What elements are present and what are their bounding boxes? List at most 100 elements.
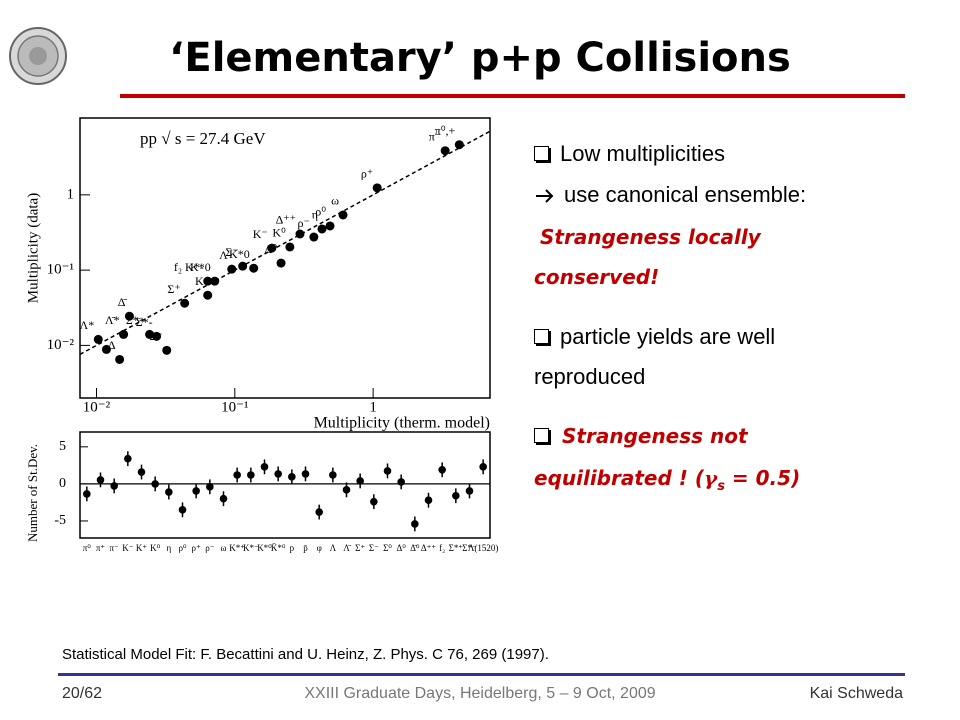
point-label: K*0	[190, 260, 211, 274]
data-point	[383, 467, 392, 475]
y-tick-label: -5	[54, 513, 66, 528]
data-point	[454, 140, 464, 150]
data-point	[178, 506, 187, 514]
data-point	[83, 490, 91, 498]
bullet: Low multiplicities	[560, 141, 726, 166]
page-number: 20/62	[62, 685, 102, 702]
x-tick-label: Δ̄⁰	[410, 543, 420, 553]
annotation: pp √ s = 27.4 GeV	[140, 129, 266, 148]
data-point	[238, 261, 248, 271]
bullet-icon	[534, 428, 549, 443]
data-point	[288, 473, 296, 481]
data-point	[342, 486, 351, 494]
point-label: Λ̄*	[105, 313, 120, 327]
point-label: ρ⁻	[298, 216, 310, 230]
x-tick-label: ρ⁺	[192, 543, 201, 553]
bullet: equilibrated ! (γs = 0.5)	[534, 466, 800, 494]
point-label: K⁻	[253, 227, 268, 241]
text: equilibrated ! (	[534, 466, 704, 490]
x-tick-label: η	[166, 543, 171, 553]
footer-rule	[58, 673, 905, 676]
bullet-icon	[534, 146, 549, 161]
y-axis-label: Number of St.Dev.	[25, 444, 40, 542]
x-tick-label: Σ⁰	[383, 543, 392, 553]
point-label: Λ*	[80, 318, 95, 332]
data-point	[233, 471, 241, 479]
data-point	[329, 471, 337, 479]
x-tick-label: Σ*⁺	[449, 543, 464, 553]
bullet-icon	[534, 329, 549, 344]
data-point	[165, 488, 173, 496]
citation: Statistical Model Fit: F. Becattini and …	[62, 646, 549, 663]
data-point	[115, 354, 125, 364]
point-label: Δ⁰	[265, 242, 278, 256]
data-point	[180, 298, 190, 308]
data-point	[267, 243, 277, 253]
data-point	[338, 210, 348, 220]
data-point	[249, 263, 259, 273]
y-tick-label: 5	[59, 439, 66, 454]
x-tick-label: φ	[317, 543, 322, 553]
plot-frame	[79, 431, 491, 539]
x-tick-label: p	[290, 543, 295, 553]
data-point	[227, 264, 237, 274]
logo	[9, 27, 67, 85]
data-point	[203, 290, 213, 300]
point-label: Σ⁻	[225, 245, 238, 259]
point-label: Δ⁺⁺	[276, 213, 296, 227]
x-tick-label: p̄	[303, 543, 308, 553]
x-tick-label: Λ	[330, 543, 337, 553]
data-point	[219, 494, 228, 503]
data-point	[124, 311, 134, 321]
x-tick-label: π⁻	[110, 543, 120, 553]
bullet: particle yields are well	[560, 324, 776, 349]
point-label: K	[195, 274, 204, 288]
x-tick-label: K⁻	[122, 543, 133, 553]
data-point	[119, 329, 129, 339]
event: XXIII Graduate Days, Heidelberg, 5 – 9 O…	[304, 685, 655, 702]
data-point	[247, 471, 255, 479]
x-tick-label: Σ⁺	[355, 543, 365, 553]
data-point	[210, 276, 220, 286]
bullet: Strangeness locally	[540, 225, 761, 249]
plot-frame	[79, 117, 491, 399]
y-tick-label: 10⁻²	[47, 337, 75, 353]
x-tick-label: Λ̄	[343, 543, 352, 553]
data-point	[440, 146, 450, 156]
x-tick-label: 10⁻¹	[221, 399, 248, 415]
point-label: ω	[331, 194, 339, 208]
point-label: K*0	[229, 247, 250, 261]
x-tick-label: f₂	[439, 543, 445, 553]
slide-title: ‘Elementary’ p+p Collisions	[169, 35, 791, 81]
x-tick-label: π⁺	[96, 543, 106, 553]
x-tick-label: K*⁻	[243, 543, 259, 553]
data-point	[356, 477, 364, 485]
bullet: Strangeness not	[562, 424, 748, 448]
data-point	[301, 470, 310, 478]
data-point	[137, 468, 146, 476]
x-tick-label: π⁰	[83, 543, 92, 553]
x-tick-label: Δ⁰	[396, 543, 406, 553]
data-point	[151, 480, 159, 488]
x-tick-label: 1	[369, 399, 377, 415]
x-tick-label: K*⁰	[257, 543, 272, 553]
data-point	[309, 232, 319, 242]
symbol: γ	[704, 466, 718, 490]
point-label: η	[312, 208, 318, 222]
x-tick-label: K̄*⁰	[271, 543, 286, 553]
point-label: π⁻	[429, 129, 441, 143]
data-point	[206, 483, 214, 491]
data-point	[295, 229, 305, 239]
data-point	[96, 476, 105, 484]
x-tick-label: K⁰	[150, 543, 160, 553]
data-point	[411, 520, 419, 528]
x-tick-label: ρ⁰	[178, 543, 186, 553]
data-point	[101, 344, 111, 354]
y-tick-label: 1	[67, 186, 75, 202]
bullet: conserved!	[534, 265, 660, 289]
point-label: Σ⁺	[167, 282, 180, 296]
subscript: s	[717, 479, 725, 494]
point-label: Σ*+	[126, 313, 146, 327]
